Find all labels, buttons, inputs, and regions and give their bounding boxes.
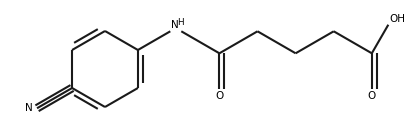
Text: O: O — [215, 91, 224, 101]
Text: OH: OH — [389, 14, 405, 24]
Text: N: N — [171, 20, 179, 30]
Text: O: O — [368, 91, 376, 101]
Text: H: H — [177, 18, 183, 27]
Text: N: N — [25, 103, 33, 113]
